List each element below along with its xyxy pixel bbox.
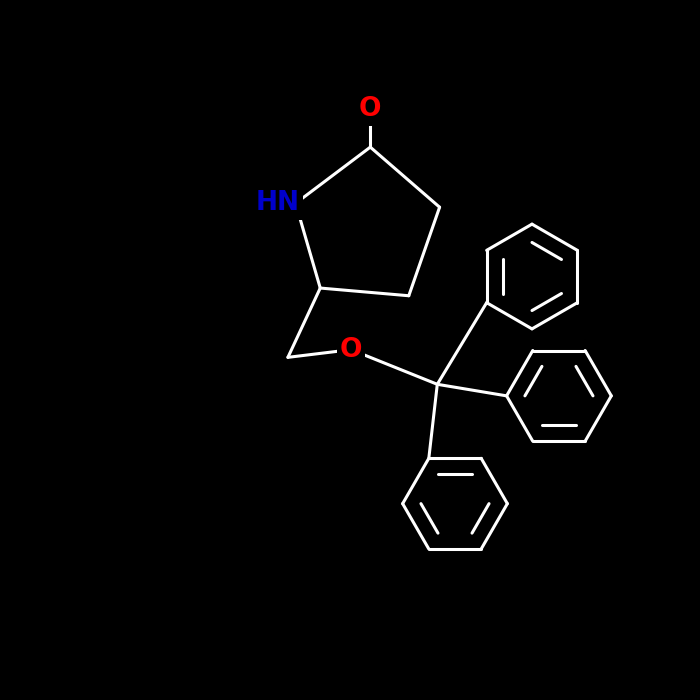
Text: HN: HN (256, 190, 300, 216)
Text: O: O (359, 97, 382, 122)
Text: O: O (340, 337, 363, 363)
